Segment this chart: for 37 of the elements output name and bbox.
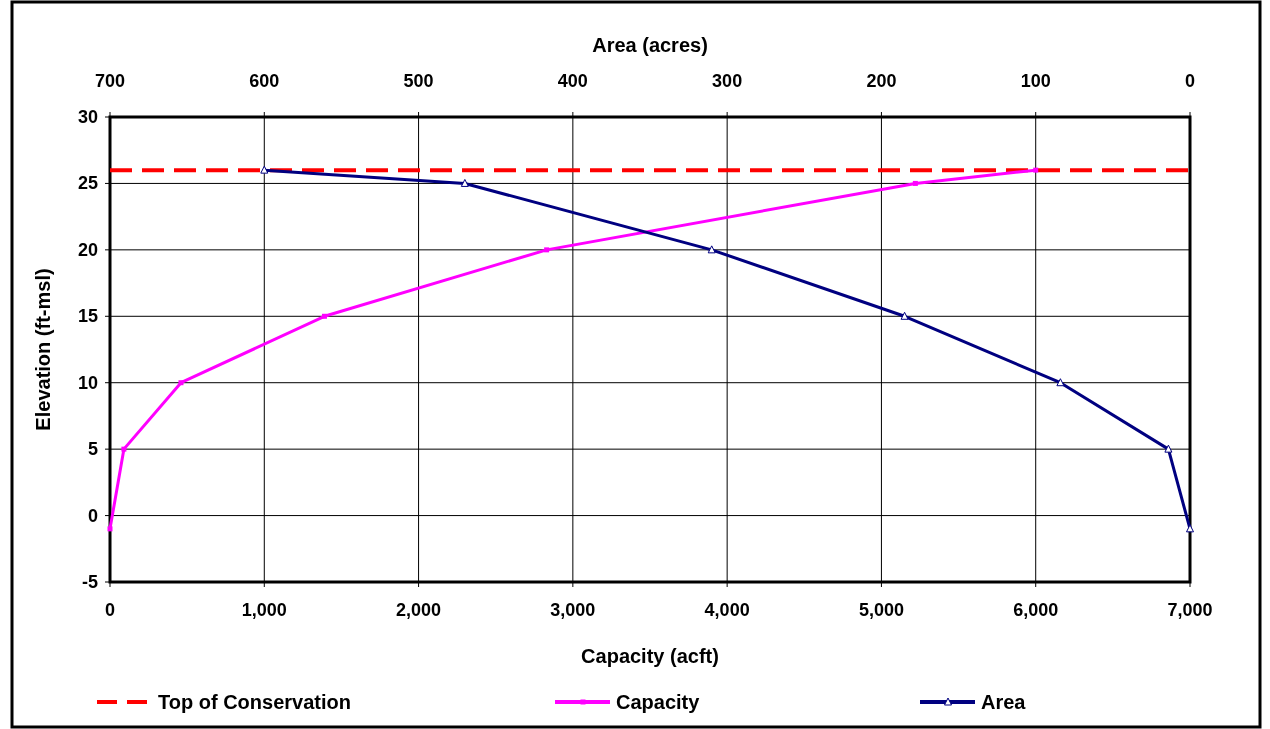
x-tick-label: 5,000 bbox=[858, 600, 904, 620]
point bbox=[107, 526, 113, 532]
point bbox=[121, 446, 127, 452]
x2-tick-label: 0 bbox=[1184, 71, 1196, 91]
x2-axis-title: Area (acres) bbox=[592, 34, 708, 56]
point bbox=[912, 180, 918, 186]
point bbox=[544, 247, 550, 253]
y-tick-label: 15 bbox=[77, 306, 98, 327]
point bbox=[321, 313, 327, 319]
x-tick-label: 4,000 bbox=[704, 600, 750, 620]
x2-tick-label: 500 bbox=[403, 71, 434, 91]
point bbox=[178, 380, 184, 386]
x-tick-label: 1,000 bbox=[241, 600, 287, 620]
x-tick-label: 2,000 bbox=[396, 600, 442, 620]
x-tick-label: 3,000 bbox=[550, 600, 596, 620]
y-tick-label: 25 bbox=[77, 173, 98, 194]
y-axis-title: Elevation (ft-msl) bbox=[32, 268, 54, 431]
x2-tick-label: 400 bbox=[557, 71, 588, 91]
x2-tick-label: 600 bbox=[249, 71, 280, 91]
legend-label: Top of Conservation bbox=[158, 691, 351, 713]
x2-tick-label: 200 bbox=[866, 71, 897, 91]
point bbox=[1033, 167, 1039, 173]
legend-label: Capacity bbox=[616, 691, 701, 713]
y-tick-label: 20 bbox=[77, 239, 98, 260]
y-tick-label: 0 bbox=[87, 505, 98, 526]
legend-label: Area bbox=[981, 691, 1027, 713]
x-axis-title: Capacity (acft) bbox=[581, 645, 719, 667]
x2-tick-label: 700 bbox=[94, 71, 126, 91]
y-tick-label: 10 bbox=[77, 372, 98, 393]
x2-tick-label: 100 bbox=[1020, 71, 1051, 91]
y-tick-label: 5 bbox=[87, 439, 98, 460]
x-tick-label: 7,000 bbox=[1167, 600, 1213, 620]
x-tick-label: 0 bbox=[104, 600, 116, 620]
x2-tick-label: 300 bbox=[712, 71, 743, 91]
y-tick-label: -5 bbox=[81, 572, 98, 592]
x-tick-label: 6,000 bbox=[1013, 600, 1059, 620]
y-tick-label: 30 bbox=[77, 107, 98, 127]
